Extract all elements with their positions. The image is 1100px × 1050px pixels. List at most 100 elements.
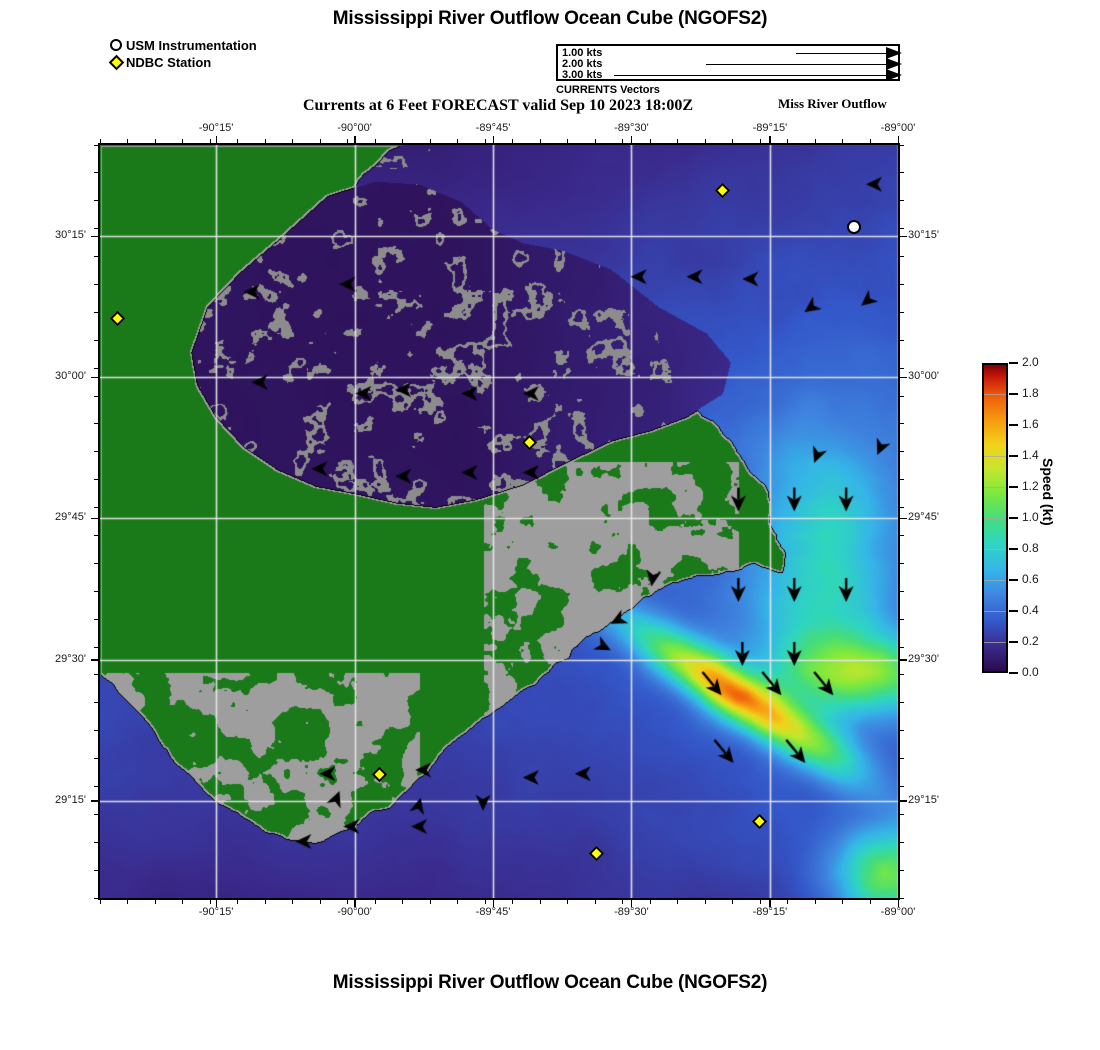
vector-arrowhead-icon	[886, 47, 902, 59]
colorbar-gridline	[984, 487, 1006, 488]
y-axis-minor-tick	[900, 283, 904, 285]
colorbar-gridline	[984, 425, 1006, 426]
x-axis-minor-tick	[622, 139, 624, 143]
x-axis-minor-tick	[787, 900, 789, 904]
y-axis-minor-tick	[900, 534, 904, 536]
ndbc-station-marker[interactable]	[109, 310, 126, 326]
y-axis-tick-label: 30°15'	[55, 229, 86, 242]
y-axis-minor-tick	[900, 785, 904, 787]
x-axis-major-tick	[769, 136, 771, 143]
map-plot-area[interactable]	[98, 143, 900, 900]
y-axis-minor-tick	[900, 507, 904, 509]
colorbar-tick	[1009, 548, 1018, 550]
x-axis-tick-label: -89°15'	[752, 122, 788, 134]
x-axis-minor-tick	[182, 900, 184, 904]
legend-item-ndbc: NDBC Station	[108, 54, 257, 71]
x-axis-minor-tick	[732, 900, 734, 904]
usm-station-marker[interactable]	[847, 220, 862, 235]
colorbar-gridline	[984, 549, 1006, 550]
colorbar-tick-label: 0.8	[1022, 541, 1039, 555]
ndbc-station-marker[interactable]	[521, 434, 538, 451]
x-axis-minor-tick	[429, 900, 431, 904]
x-axis-minor-tick	[649, 139, 651, 143]
colorbar-gridline	[984, 518, 1006, 519]
y-axis-minor-tick	[94, 785, 98, 787]
x-axis-minor-tick	[567, 139, 569, 143]
y-axis-minor-tick	[900, 730, 904, 732]
x-axis-minor-tick	[897, 900, 899, 904]
x-axis-minor-tick	[319, 139, 321, 143]
y-axis-minor-tick	[94, 562, 98, 564]
y-axis-minor-tick	[94, 228, 98, 230]
x-axis-minor-tick	[457, 900, 459, 904]
y-axis-minor-tick	[900, 451, 904, 453]
y-axis-minor-tick	[900, 200, 904, 202]
x-axis-minor-tick	[677, 139, 679, 143]
y-axis-minor-tick	[94, 311, 98, 313]
colorbar-tick-label: 1.8	[1022, 386, 1039, 400]
x-axis-minor-tick	[374, 900, 376, 904]
x-axis-minor-tick	[759, 139, 761, 143]
x-axis-major-tick	[630, 900, 633, 907]
vector-shaft	[706, 64, 886, 65]
colorbar-tick-label: 1.4	[1022, 448, 1039, 462]
y-axis-major-tick	[900, 235, 907, 238]
colorbar-tick-label: 2.0	[1022, 355, 1039, 369]
y-axis-minor-tick	[94, 172, 98, 174]
x-axis-minor-tick	[594, 900, 596, 904]
x-axis-minor-tick	[512, 139, 514, 143]
y-axis-minor-tick	[900, 758, 904, 760]
vector-scale-label: 1.00 kts	[562, 47, 603, 59]
current-speed-heatmap[interactable]	[100, 145, 898, 898]
y-axis-minor-tick	[900, 813, 904, 815]
x-axis-major-tick	[215, 900, 218, 907]
y-axis-minor-tick	[94, 200, 98, 202]
y-axis-minor-tick	[900, 423, 904, 425]
x-axis-minor-tick	[209, 139, 211, 143]
x-axis-minor-tick	[127, 900, 129, 904]
x-axis-tick-label: -89°45'	[475, 122, 511, 134]
x-axis-tick-label: -89°15'	[752, 906, 788, 918]
x-axis-minor-tick	[649, 900, 651, 904]
station-legend: USM Instrumentation NDBC Station	[108, 37, 257, 71]
y-axis-tick-label: 29°45'	[908, 511, 939, 524]
x-axis-minor-tick	[842, 139, 844, 143]
y-axis-major-tick	[91, 235, 98, 238]
x-axis-minor-tick	[677, 900, 679, 904]
x-axis-minor-tick	[292, 139, 294, 143]
y-axis-minor-tick	[94, 144, 98, 146]
x-axis-minor-tick	[759, 900, 761, 904]
vector-shaft	[796, 53, 886, 54]
x-axis-tick-label: -90°00'	[337, 122, 372, 134]
ndbc-station-marker[interactable]	[371, 766, 388, 783]
x-axis-major-tick	[769, 900, 771, 907]
x-axis-minor-tick	[237, 139, 239, 143]
y-axis-minor-tick	[94, 758, 98, 760]
y-axis-minor-tick	[94, 451, 98, 453]
x-axis-minor-tick	[457, 139, 459, 143]
y-axis-major-tick	[91, 659, 98, 661]
ndbc-station-marker[interactable]	[751, 813, 767, 829]
y-axis-minor-tick	[94, 674, 98, 676]
vector-arrowhead-icon	[886, 69, 902, 81]
x-axis-minor-tick	[484, 139, 486, 143]
x-axis-major-tick	[492, 136, 494, 143]
ndbc-station-marker[interactable]	[714, 182, 731, 198]
colorbar-gridline	[984, 394, 1006, 395]
x-axis-minor-tick	[402, 900, 404, 904]
x-axis-minor-tick	[429, 139, 431, 143]
y-axis-minor-tick	[94, 730, 98, 732]
y-axis-minor-tick	[94, 479, 98, 481]
x-axis-minor-tick	[842, 900, 844, 904]
y-axis-major-tick	[900, 659, 907, 661]
x-axis-minor-tick	[787, 139, 789, 143]
x-axis-minor-tick	[814, 900, 816, 904]
x-axis-minor-tick	[209, 900, 211, 904]
y-axis-minor-tick	[900, 367, 904, 369]
x-axis-minor-tick	[319, 900, 321, 904]
ndbc-station-marker[interactable]	[588, 845, 605, 862]
y-axis-minor-tick	[900, 897, 904, 899]
x-axis-minor-tick	[732, 139, 734, 143]
x-axis-major-tick	[354, 136, 356, 143]
y-axis-minor-tick	[94, 646, 98, 648]
